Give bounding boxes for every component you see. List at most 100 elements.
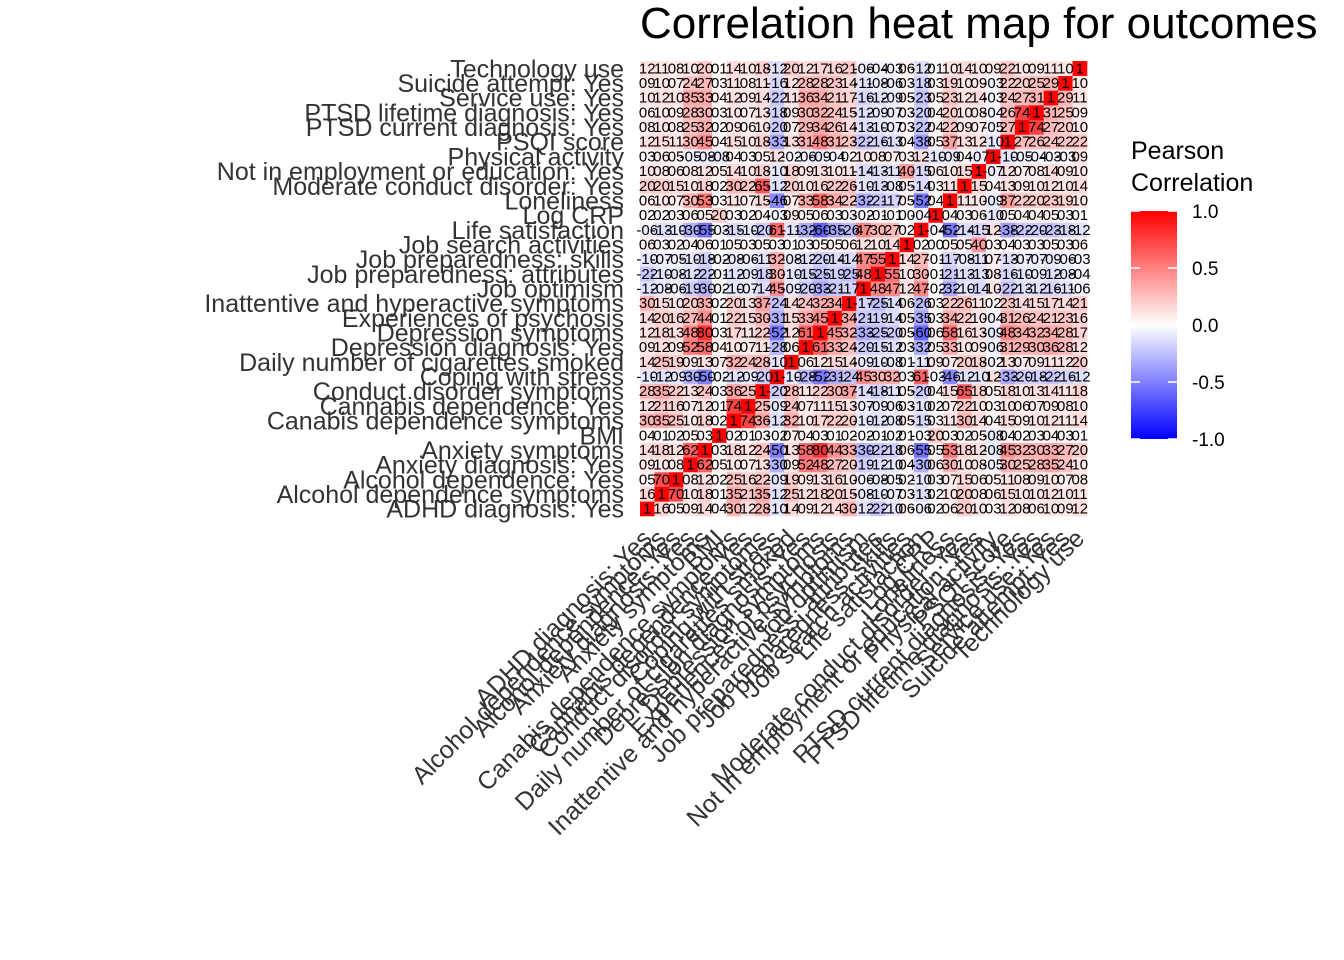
heatmap-cell	[928, 354, 944, 370]
heatmap-cell	[870, 325, 886, 341]
heatmap-cell	[740, 442, 756, 458]
heatmap-cell	[755, 427, 771, 443]
heatmap-cell	[957, 325, 972, 341]
cell-value-label: 03	[697, 427, 714, 444]
cell-value-label: 1	[830, 310, 838, 327]
cell-value-label: 1	[888, 251, 896, 268]
cell-value-label: 1	[1004, 134, 1012, 151]
heatmap-cell	[986, 427, 1001, 443]
heatmap-cell	[1072, 325, 1088, 341]
heatmap-cell	[1029, 457, 1045, 473]
heatmap-cell	[841, 442, 857, 458]
heatmap-cell	[712, 427, 727, 443]
heatmap-cell	[740, 339, 756, 355]
heatmap-cell	[1029, 398, 1045, 414]
heatmap-cell	[668, 427, 684, 443]
heatmap-cell	[899, 281, 915, 297]
cell-value-label: 1	[730, 413, 738, 430]
heatmap-cell	[928, 369, 944, 385]
heatmap-cell	[870, 413, 886, 429]
cell-value-label: 18	[1071, 383, 1088, 400]
cell-value-label: 10	[1071, 457, 1088, 474]
heatmap-cell	[712, 266, 727, 282]
heatmap-cell	[1043, 457, 1059, 473]
heatmap-cell	[755, 295, 771, 311]
heatmap-cell	[986, 383, 1001, 399]
heatmap-cell	[755, 310, 771, 326]
heatmap-cell	[769, 354, 785, 370]
heatmap-cell	[928, 413, 944, 429]
heatmap-cell	[784, 486, 799, 502]
heatmap-cell	[712, 471, 727, 487]
heatmap-cell	[1000, 442, 1016, 458]
cell-value-label: 1	[787, 354, 795, 371]
heatmap-cell	[813, 310, 828, 326]
heatmap-cell	[813, 427, 828, 443]
heatmap-cell	[885, 383, 900, 399]
cell-value-label: 11	[1072, 90, 1088, 107]
heatmap-cell	[986, 281, 1001, 297]
heatmap-cell	[885, 281, 900, 297]
cell-value-label: 21	[1071, 295, 1088, 312]
legend-title-line1: Pearson	[1131, 137, 1224, 165]
heatmap-cell	[1043, 442, 1059, 458]
heatmap-cell	[827, 442, 843, 458]
heatmap-cell	[957, 427, 972, 443]
heatmap-cell	[784, 369, 799, 385]
heatmap-cell	[697, 339, 713, 355]
cell-value-label: 1	[744, 398, 752, 415]
heatmap-cell	[1000, 486, 1016, 502]
heatmap-cell	[928, 310, 944, 326]
heatmap-cell	[697, 325, 713, 341]
cell-value-label: 29	[1043, 75, 1060, 92]
heatmap-cell	[986, 442, 1001, 458]
heatmap-cell	[899, 369, 915, 385]
heatmap-cell	[1043, 486, 1059, 502]
heatmap-cell	[986, 471, 1001, 487]
heatmap-cell	[986, 310, 1001, 326]
heatmap-cell	[928, 339, 944, 355]
heatmap-cell	[899, 457, 915, 473]
heatmap-cell	[798, 325, 814, 341]
chart-title: Correlation heat map for outcomes	[640, 0, 1317, 48]
heatmap-cell	[827, 383, 843, 399]
heatmap-cell	[986, 369, 1001, 385]
heatmap-cell	[668, 369, 684, 385]
heatmap-cell	[841, 413, 857, 429]
cell-value-label: 1	[946, 192, 954, 209]
heatmap-cell	[784, 413, 799, 429]
heatmap-cell	[798, 354, 814, 370]
heatmap-cell	[971, 471, 987, 487]
heatmap-cell	[913, 369, 929, 385]
heatmap-cell	[740, 369, 756, 385]
heatmap-cell	[913, 486, 929, 502]
heatmap-cell	[697, 471, 713, 487]
heatmap-cell	[928, 398, 944, 414]
heatmap-cell	[1043, 398, 1059, 414]
heatmap-cell	[1058, 471, 1073, 487]
heatmap-cell	[957, 398, 972, 414]
heatmap-cell	[769, 310, 785, 326]
heatmap-cell	[957, 486, 972, 502]
heatmap-cell	[654, 339, 670, 355]
heatmap-cell	[856, 457, 872, 473]
heatmap-cell	[1014, 486, 1030, 502]
heatmap-cell	[697, 501, 713, 517]
heatmap-cell	[971, 486, 987, 502]
heatmap-cell	[885, 427, 900, 443]
heatmap-cell	[712, 325, 727, 341]
heatmap-cell	[697, 295, 713, 311]
heatmap-cell	[1072, 369, 1088, 385]
heatmap-cell	[784, 339, 799, 355]
heatmap-cell	[654, 471, 670, 487]
heatmap-cell	[668, 325, 684, 341]
heatmap-cell	[870, 398, 886, 414]
heatmap-cell	[784, 295, 799, 311]
heatmap-cell	[1000, 325, 1016, 341]
heatmap-cell	[712, 457, 727, 473]
heatmap-cell	[870, 339, 886, 355]
cell-value-label: 08	[1071, 471, 1088, 488]
heatmap-cell	[899, 383, 915, 399]
heatmap-cell	[942, 442, 958, 458]
heatmap-cell	[813, 281, 828, 297]
